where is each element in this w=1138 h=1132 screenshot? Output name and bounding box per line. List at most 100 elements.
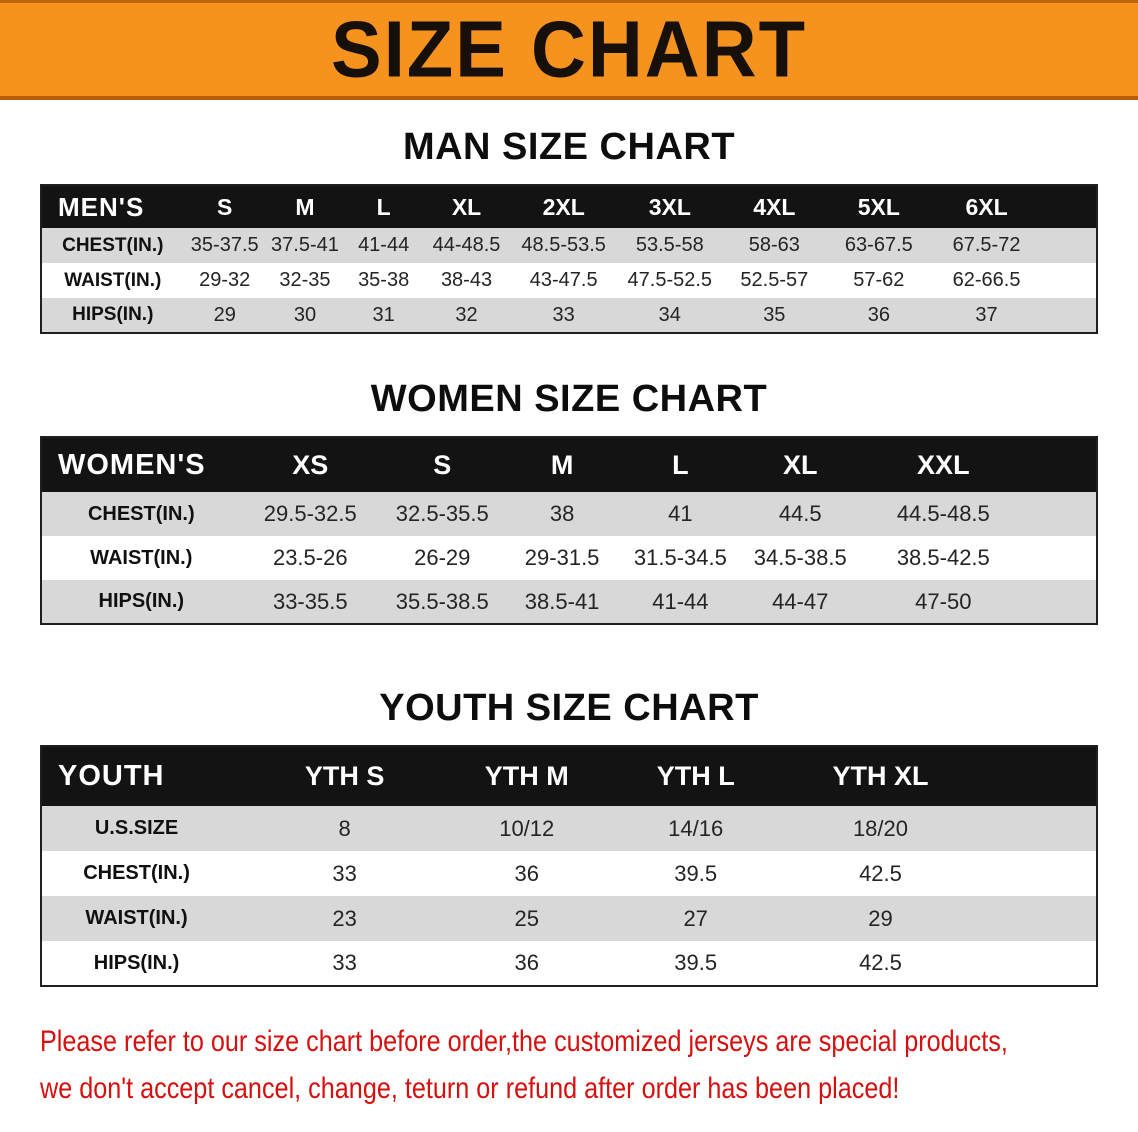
size-cell: 36 [514, 950, 539, 975]
row-label: HIPS(IN.) [98, 590, 185, 612]
youth-size-table: YOUTH YTH S YTH M YTH L YTH XL U.S.SIZE … [40, 745, 1098, 987]
youth-section: YOUTH SIZE CHART YOUTH YTH S YTH M YTH L… [0, 687, 1138, 987]
column-header: 4XL [722, 185, 827, 228]
spacer-cell [964, 746, 1097, 806]
size-cell: 44-48.5 [432, 234, 501, 256]
women-section: WOMEN SIZE CHART WOMEN'S XS S M L XL XXL [0, 378, 1138, 625]
banner: SIZE CHART [0, 0, 1138, 100]
size-cell: 30 [293, 303, 317, 326]
spacer-cell [1042, 298, 1097, 333]
column-header: YTH L [595, 746, 796, 806]
size-cell: 37 [975, 303, 998, 326]
table-row: CHEST(IN.) 29.5-32.5 32.5-35.5 38 41 44.… [41, 492, 1097, 536]
size-cell: 41-44 [652, 588, 709, 614]
size-cell: 29.5-32.5 [263, 501, 357, 526]
size-cell: 58-63 [748, 234, 800, 256]
column-header: M [504, 437, 620, 492]
table-row: CHEST(IN.) 35-37.5 37.5-41 41-44 44-48.5… [41, 228, 1097, 263]
table-row: HIPS(IN.) 33-35.5 35.5-38.5 38.5-41 41-4… [41, 580, 1097, 624]
column-header: 3XL [617, 185, 723, 228]
size-cell: 36 [514, 860, 539, 886]
disclaimer: Please refer to our size chart before or… [40, 1019, 1138, 1112]
column-header: XL [741, 437, 860, 492]
column-header: 6XL [931, 185, 1042, 228]
table-row: WAIST(IN.) 23.5-26 26-29 29-31.5 31.5-34… [41, 536, 1097, 580]
column-header: S [379, 437, 505, 492]
size-cell: 67.5-72 [952, 234, 1021, 256]
size-cell: 10/12 [499, 815, 555, 841]
men-header-row: MEN'S S M L XL 2XL 3XL 4XL 5XL 6XL [41, 185, 1097, 228]
size-cell: 33 [332, 860, 357, 886]
size-cell: 47.5-52.5 [627, 269, 713, 291]
disclaimer-line-1: Please refer to our size chart before or… [40, 1025, 1008, 1058]
size-cell: 33 [552, 303, 575, 326]
row-label: CHEST(IN.) [62, 234, 164, 256]
corner-label: YOUTH [41, 746, 232, 806]
spacer-cell [965, 896, 1097, 941]
corner-label: WOMEN'S [41, 437, 241, 492]
table-row: WAIST(IN.) 23 25 27 29 [41, 896, 1097, 941]
row-label: HIPS(IN.) [72, 304, 154, 325]
row-label: WAIST(IN.) [85, 907, 188, 929]
men-size-chart-heading: MAN SIZE CHART [402, 126, 736, 168]
size-cell: 39.5 [674, 950, 718, 975]
women-header-row: WOMEN'S XS S M L XL XXL [41, 437, 1097, 492]
size-cell: 14/16 [668, 815, 724, 841]
disclaimer-line-2: we don't accept cancel, change, teturn o… [40, 1071, 900, 1105]
size-cell: 18/20 [852, 815, 908, 841]
size-cell: 38-43 [440, 269, 493, 291]
size-cell: 44.5 [778, 501, 822, 526]
size-cell: 37.5-41 [271, 234, 339, 256]
size-cell: 57-62 [853, 269, 905, 291]
size-cell: 63-67.5 [844, 234, 913, 256]
size-cell: 34.5-38.5 [753, 545, 847, 570]
size-cell: 41-44 [358, 234, 410, 256]
men-section: MAN SIZE CHART MEN'S S M L XL 2XL 3XL 4X… [0, 126, 1138, 334]
size-cell: 8 [338, 815, 351, 841]
size-cell: 33-35.5 [272, 588, 348, 614]
table-row: HIPS(IN.) 29 30 31 32 33 34 35 36 37 [41, 298, 1097, 333]
spacer-cell [1027, 492, 1097, 536]
spacer-cell [1042, 263, 1097, 298]
spacer-cell [965, 806, 1097, 851]
row-label: CHEST(IN.) [83, 862, 190, 884]
size-cell: 48.5-53.5 [521, 234, 606, 256]
table-row: U.S.SIZE 8 10/12 14/16 18/20 [41, 806, 1097, 851]
table-row: CHEST(IN.) 33 36 39.5 42.5 [41, 851, 1097, 896]
column-header: L [344, 185, 424, 228]
size-cell: 38.5-41 [524, 588, 600, 614]
size-cell: 34 [658, 303, 681, 326]
spacer-cell [965, 941, 1097, 986]
size-cell: 32-35 [279, 269, 331, 291]
table-row: WAIST(IN.) 29-32 32-35 35-38 38-43 43-47… [41, 263, 1097, 298]
size-cell: 53.5-58 [635, 234, 704, 256]
size-cell: 44.5-48.5 [896, 501, 990, 526]
spacer-cell [1042, 228, 1097, 263]
column-header: 2XL [509, 185, 618, 228]
size-cell: 29-32 [199, 269, 251, 291]
men-size-table: MEN'S S M L XL 2XL 3XL 4XL 5XL 6XL CHEST… [40, 184, 1098, 334]
spacer-cell [1027, 580, 1097, 624]
size-cell: 29-31.5 [524, 545, 600, 570]
table-row: HIPS(IN.) 33 36 39.5 42.5 [41, 941, 1097, 986]
size-cell: 31 [372, 303, 395, 326]
column-header: YTH S [231, 746, 459, 806]
size-cell: 38 [549, 501, 575, 526]
size-cell: 36 [867, 303, 890, 326]
row-label: CHEST(IN.) [87, 502, 195, 525]
size-cell: 32 [455, 303, 478, 326]
spacer-cell [1027, 536, 1097, 580]
size-cell: 42.5 [859, 860, 902, 886]
size-cell: 35 [763, 303, 786, 326]
column-header: 5XL [826, 185, 932, 228]
size-cell: 29 [868, 905, 893, 931]
size-cell: 39.5 [674, 860, 718, 886]
size-cell: 27 [683, 905, 708, 931]
spacer-cell [1027, 437, 1097, 492]
size-cell: 23 [332, 905, 357, 931]
size-cell: 43-47.5 [529, 269, 598, 291]
corner-label: MEN'S [41, 185, 184, 228]
youth-header-row: YOUTH YTH S YTH M YTH L YTH XL [41, 746, 1097, 806]
size-cell: 62-66.5 [952, 269, 1021, 291]
